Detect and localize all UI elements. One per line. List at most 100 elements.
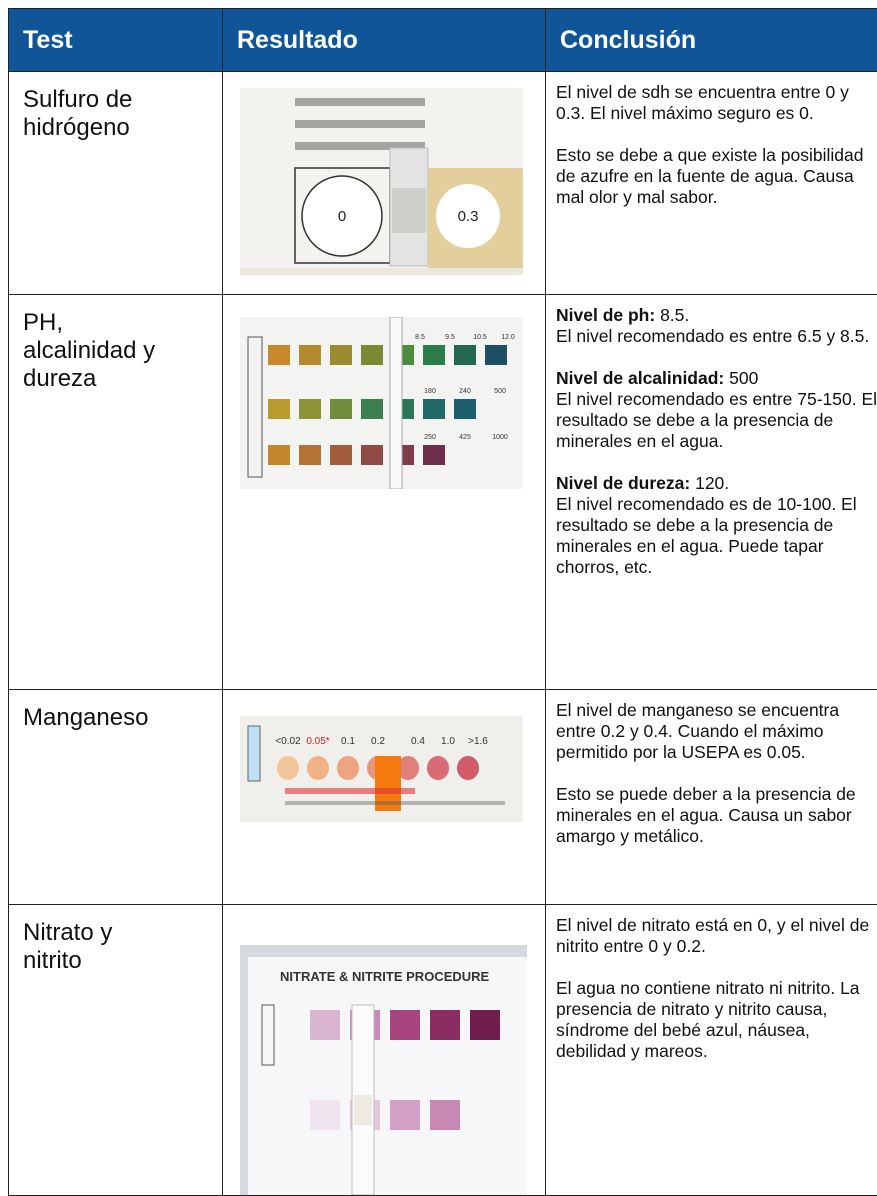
header-row: Test Resultado Conclusión: [9, 9, 877, 72]
color-swatch: [390, 1100, 420, 1130]
color-swatch: [423, 445, 445, 465]
paragraph: El nivel de nitrato está en 0, y el nive…: [556, 915, 877, 957]
paragraph: Esto se puede deber a la presencia de mi…: [556, 784, 877, 847]
print-line: [295, 120, 425, 128]
paragraph-label: Nivel de dureza:: [556, 473, 690, 493]
color-swatch: [390, 1010, 420, 1040]
photo-label: 0.4: [411, 736, 425, 747]
test-name-line: Nitrato y: [23, 919, 222, 947]
conclusion-cell: El nivel de sdh se encuentra entre 0 y 0…: [546, 72, 877, 295]
photo-label: 1.0: [441, 736, 455, 747]
color-swatch: [337, 756, 359, 780]
photo-label: 500: [494, 388, 506, 395]
color-swatch: [330, 345, 352, 365]
paragraph-text: El nivel recomendado es de 10-100. El re…: [556, 494, 857, 577]
strip-pad: [354, 1095, 372, 1125]
card: [248, 957, 527, 1195]
paragraph-text: El nivel recomendado es entre 6.5 y 8.5.: [556, 326, 869, 346]
paragraph-value: 500: [729, 368, 758, 388]
color-swatch: [430, 1100, 460, 1130]
photo-label: <0.02: [275, 736, 301, 747]
photo-label: 0.05*: [306, 736, 329, 747]
photo-label: 240: [459, 388, 471, 395]
print-line: [285, 801, 505, 805]
header-cell: Conclusión: [546, 9, 877, 72]
color-swatch: [430, 1010, 460, 1040]
color-swatch: [457, 756, 479, 780]
color-swatch: [361, 345, 383, 365]
photo-title: NITRATE & NITRITE PROCEDURE: [280, 969, 490, 984]
test-cell: Manganeso: [9, 690, 223, 905]
color-swatch: [330, 399, 352, 419]
photo-label: 1000: [492, 434, 508, 441]
color-swatch: [310, 1010, 340, 1040]
header-cell: Resultado: [223, 9, 546, 72]
conclusion-cell: El nivel de manganeso se encuentra entre…: [546, 690, 877, 905]
color-swatch: [361, 399, 383, 419]
color-swatch: [423, 399, 445, 419]
paragraph-label: Nivel de alcalinidad:: [556, 368, 724, 388]
test-name-line: hidrógeno: [23, 114, 222, 142]
paragraph: El nivel de manganeso se encuentra entre…: [556, 700, 877, 763]
strip: [390, 317, 402, 489]
paragraph-text: El nivel recomendado es entre 75-150. El…: [556, 389, 877, 451]
paragraph: El agua no contiene nitrato ni nitrito. …: [556, 978, 877, 1062]
paragraph: El nivel de sdh se encuentra entre 0 y 0…: [556, 82, 877, 124]
photo-label: 0: [338, 208, 346, 225]
test-name-line: alcalinidad y: [23, 337, 222, 365]
color-swatch: [454, 345, 476, 365]
color-swatch: [330, 445, 352, 465]
photo-label: 0.2: [371, 736, 385, 747]
print-line: [295, 98, 425, 106]
photo-label: 12.0: [501, 334, 515, 341]
photo-cell: NITRATE & NITRITE PROCEDURE: [223, 905, 546, 1196]
paragraph: Nivel de ph: 8.5.El nivel recomendado es…: [556, 305, 877, 347]
color-swatch: [485, 345, 507, 365]
color-swatch: [299, 445, 321, 465]
color-swatch: [299, 399, 321, 419]
test-name-line: Manganeso: [23, 704, 222, 732]
header-cell: Test: [9, 9, 223, 72]
table-row: Manganeso <0.02 0.05* 0.1 0.2 0.4 1.0 >1.6 El ni…: [9, 690, 877, 905]
paragraph: Nivel de dureza: 120.El nivel recomendad…: [556, 473, 877, 578]
paragraph: Esto se debe a que existe la posibilidad…: [556, 145, 877, 208]
photo-label: >1.6: [468, 736, 488, 747]
paragraph-label: Nivel de ph:: [556, 305, 655, 325]
photo-label: 10.5: [473, 334, 487, 341]
photo-label: 8.5: [415, 334, 425, 341]
result-photo: NITRATE & NITRITE PROCEDURE: [240, 945, 527, 1195]
color-swatch: [310, 1100, 340, 1130]
photo-label: 9.5: [445, 334, 455, 341]
test-name-line: dureza: [23, 365, 222, 393]
color-swatch: [470, 1010, 500, 1040]
color-swatch: [361, 445, 383, 465]
color-swatch: [268, 399, 290, 419]
photo-label: 0.1: [341, 736, 355, 747]
color-swatch: [268, 345, 290, 365]
test-name-line: PH,: [23, 309, 222, 337]
conclusion-cell: Nivel de ph: 8.5.El nivel recomendado es…: [546, 295, 877, 690]
vial: [248, 726, 260, 781]
conclusion-cell: El nivel de nitrato está en 0, y el nive…: [546, 905, 877, 1196]
color-swatch: [427, 756, 449, 780]
color-swatch: [454, 399, 476, 419]
paragraph-value: 120.: [695, 473, 729, 493]
photo-label: 250: [424, 434, 436, 441]
photo-label: 180: [424, 388, 436, 395]
photo-cell: <0.02 0.05* 0.1 0.2 0.4 1.0 >1.6: [223, 690, 546, 905]
color-swatch: [423, 345, 445, 365]
color-swatch: [268, 445, 290, 465]
result-photo: <0.02 0.05* 0.1 0.2 0.4 1.0 >1.6: [240, 716, 523, 822]
color-swatch: [299, 345, 321, 365]
color-swatch: [277, 756, 299, 780]
